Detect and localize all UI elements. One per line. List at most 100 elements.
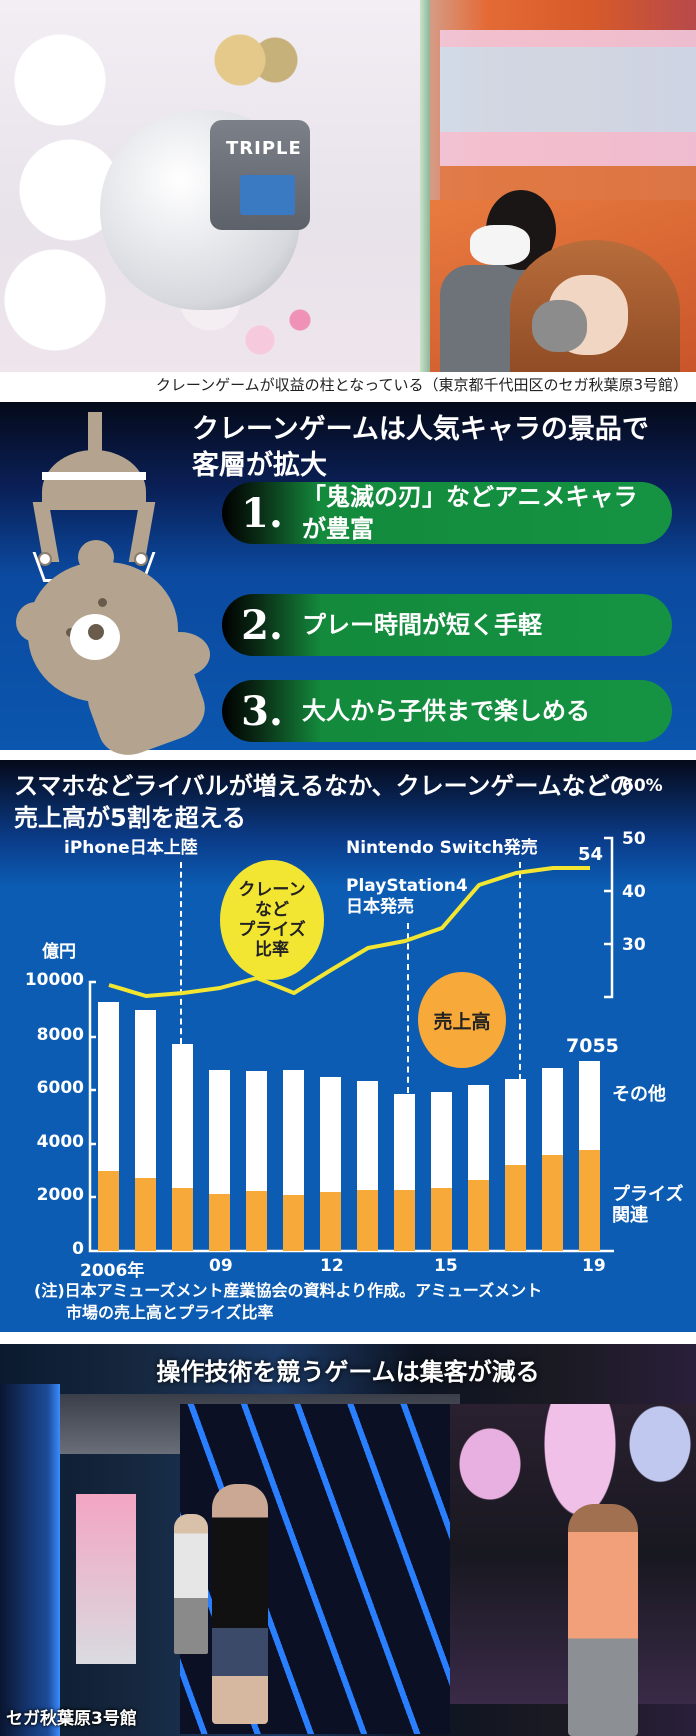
person-background — [174, 1514, 208, 1654]
bar-other-2018 — [542, 1068, 563, 1155]
item-text: プレー時間が短く手軽 — [302, 611, 542, 639]
crane-claw-icon — [88, 412, 102, 457]
item-text-line: が豊富 — [302, 515, 374, 543]
legend-prize-line1: プライズ — [612, 1184, 684, 1205]
person-player-left — [212, 1484, 268, 1724]
chart-title: スマホなどライバルが増えるなか、クレーンゲームなどの 売上高が5割を超える — [14, 770, 694, 834]
bar-other-2016 — [468, 1085, 489, 1180]
bar-prize-2007 — [135, 1178, 156, 1251]
ps4-marker-line — [407, 923, 409, 1093]
annotation-ps4: PlayStation4 日本発売 — [346, 876, 468, 918]
bar-prize-2015 — [431, 1188, 452, 1251]
reason-item-3: 3. 大人から子供まで楽しめる — [222, 680, 672, 742]
title-line-1: スマホなどライバルが増えるなか、クレーンゲームなどの — [14, 772, 634, 800]
bar-prize-2006 — [98, 1171, 119, 1251]
prize-ratio-line — [108, 866, 590, 998]
annotation-iphone: iPhone日本上陸 — [64, 838, 198, 858]
bar-prize-2008 — [172, 1188, 193, 1251]
photo-caption: セガ秋葉原3号館 — [6, 1709, 137, 1729]
bar-other-2013 — [357, 1081, 378, 1190]
crane-joint-left — [38, 552, 52, 566]
note-line-2: 市場の売上高とプライズ比率 — [66, 1303, 274, 1322]
bar-prize-2010 — [246, 1191, 267, 1251]
legend-prize: プライズ 関連 — [612, 1184, 683, 1226]
bar-other-2008 — [172, 1044, 193, 1188]
photo-title: 操作技術を競うゲームは集客が減る — [156, 1358, 540, 1386]
bubble-line: クレーン — [238, 880, 306, 900]
bear-nose — [88, 624, 104, 640]
claw-brand-label: TRIPLE — [226, 138, 302, 159]
y-tick: 6000 — [36, 1078, 84, 1098]
arcade-cabinet-left — [0, 1384, 60, 1736]
chart-note: (注)日本アミューズメント産業協会の資料より作成。アミューズメント 市場の売上高… — [34, 1280, 694, 1324]
photo-caption: クレーンゲームが収益の柱となっている（東京都千代田区のセガ秋葉原3号館） — [155, 376, 688, 394]
item-number: 1. — [241, 489, 283, 537]
bar-other-2014 — [394, 1094, 415, 1190]
claw-screen — [240, 175, 295, 215]
person-2-mask — [532, 300, 587, 352]
item-number: 2. — [241, 601, 283, 649]
bar-prize-2013 — [357, 1190, 378, 1251]
arcade-aisle — [440, 30, 696, 200]
y-tick: 2000 — [36, 1185, 84, 1205]
bar-other-2017 — [505, 1079, 526, 1165]
prize-ratio-bubble: クレーン など プライズ 比率 — [220, 860, 324, 980]
left-axis-unit: 億円 — [42, 942, 76, 962]
item-number: 3. — [241, 687, 283, 735]
panel-title: クレーンゲームは人気キャラの景品で 客層が拡大 — [192, 412, 682, 484]
reasons-panel: クレーンゲームは人気キャラの景品で 客層が拡大 1. 「鬼滅の刃」などアニメキャ… — [0, 402, 696, 764]
bubble-line: プライズ — [238, 920, 306, 940]
y2-tick: 60% — [622, 776, 663, 796]
bar-prize-2016 — [468, 1180, 489, 1251]
last-value-label: 7055 — [566, 1035, 619, 1057]
arcade-machine-pink — [76, 1494, 136, 1664]
glass-edge — [420, 0, 430, 372]
reason-item-2: 2. プレー時間が短く手軽 — [222, 594, 672, 656]
legend-other: その他 — [612, 1084, 666, 1105]
title-line-2: 客層が拡大 — [192, 450, 327, 481]
bear-eye — [98, 598, 107, 607]
annotation-ps4-line1: PlayStation4 — [346, 876, 468, 896]
y-tick: 4000 — [36, 1132, 84, 1152]
y-tick: 0 — [72, 1239, 84, 1259]
y-tick: 10000 — [24, 970, 84, 990]
bar-prize-2014 — [394, 1190, 415, 1251]
y2-tick: 40 — [622, 882, 646, 902]
person-1-mask — [470, 225, 530, 265]
bubble-line: など — [255, 900, 289, 920]
bar-other-2009 — [209, 1070, 230, 1194]
bubble-line: 比率 — [255, 940, 289, 960]
x-tick: 19 — [582, 1256, 606, 1276]
bar-other-2010 — [246, 1071, 267, 1191]
bar-other-2011 — [283, 1070, 304, 1195]
iphone-marker-line — [180, 862, 182, 1044]
crane-head — [42, 450, 146, 510]
reason-item-1: 1. 「鬼滅の刃」などアニメキャラ が豊富 — [222, 482, 672, 544]
title-line-2: 売上高が5割を超える — [14, 804, 246, 832]
bar-prize-2009 — [209, 1194, 230, 1251]
bar-prize-2019 — [579, 1150, 600, 1251]
note-line-1: (注)日本アミューズメント産業協会の資料より作成。アミューズメント — [34, 1281, 543, 1300]
bar-prize-2012 — [320, 1192, 341, 1251]
annotation-switch: Nintendo Switch発売 — [346, 838, 538, 858]
switch-marker-line — [519, 862, 521, 1080]
y-tick: 8000 — [36, 1025, 84, 1045]
bar-other-2012 — [320, 1077, 341, 1192]
sales-chart-panel: スマホなどライバルが増えるなか、クレーンゲームなどの 売上高が5割を超える iP… — [0, 760, 696, 1332]
person-player-right — [568, 1504, 638, 1736]
legend-prize-line2: 関連 — [612, 1205, 648, 1226]
bar-prize-2017 — [505, 1165, 526, 1251]
annotation-ps4-line2: 日本発売 — [346, 897, 414, 917]
y2-tick: 50 — [622, 829, 646, 849]
item-text: 「鬼滅の刃」などアニメキャラ が豊富 — [302, 481, 638, 545]
x-tick: 09 — [209, 1256, 233, 1276]
last-ratio-label: 54 — [578, 844, 604, 865]
bar-prize-2011 — [283, 1195, 304, 1251]
crane-stripe — [42, 472, 146, 480]
sales-bubble: 売上高 — [418, 972, 506, 1068]
bar-other-2015 — [431, 1092, 452, 1188]
chart-axes — [88, 836, 614, 1253]
bar-other-2007 — [135, 1010, 156, 1178]
item-text: 大人から子供まで楽しめる — [302, 697, 590, 725]
title-line-1: クレーンゲームは人気キャラの景品で — [192, 414, 649, 445]
